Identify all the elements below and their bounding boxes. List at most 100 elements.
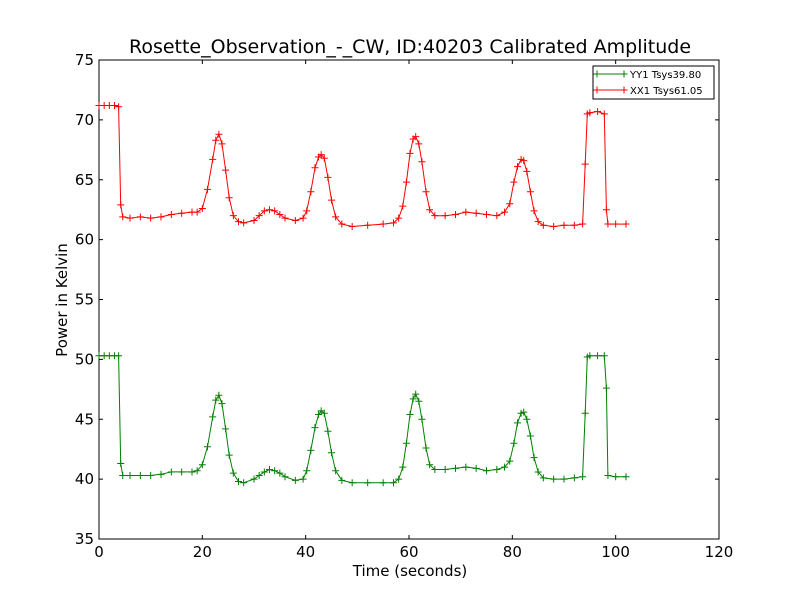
data-point-marker	[126, 214, 134, 222]
chart-title: Rosette_Observation_-_CW, ID:40203 Calib…	[129, 36, 691, 58]
data-point-marker	[324, 427, 332, 435]
data-point-marker	[602, 384, 610, 392]
y-tick-label: 70	[75, 111, 94, 129]
data-point-marker	[209, 413, 217, 421]
x-axis-ticks: 0 20 40 60 80 100 120	[94, 60, 733, 561]
data-point-marker	[209, 155, 217, 163]
data-point-marker	[315, 410, 323, 418]
data-point-marker	[218, 140, 226, 148]
data-point-marker	[222, 166, 230, 174]
data-point-marker	[493, 466, 501, 474]
data-point-marker	[526, 432, 534, 440]
data-point-marker	[332, 467, 340, 475]
data-point-marker	[338, 476, 346, 484]
data-point-marker	[167, 468, 175, 476]
x-axis-label: Time (seconds)	[352, 562, 468, 580]
data-point-marker	[204, 185, 211, 193]
data-point-marker	[579, 473, 587, 481]
data-point-marker	[119, 213, 127, 221]
data-point-marker	[550, 475, 558, 483]
data-point-marker	[271, 467, 279, 475]
data-point-marker	[260, 207, 268, 215]
x-tick-label: 100	[601, 543, 630, 561]
data-point-marker	[612, 220, 620, 228]
data-point-marker	[493, 212, 501, 220]
data-point-marker	[523, 167, 531, 175]
plot-area: 0 20 40 60 80 100 120 35 40 45 50 55 60 65 70 75	[75, 51, 733, 561]
data-point-marker	[395, 214, 403, 222]
data-point-marker	[622, 473, 630, 481]
data-point-marker	[399, 202, 407, 210]
data-point-marker	[328, 449, 335, 457]
data-point-marker	[276, 469, 284, 477]
data-point-marker	[483, 467, 490, 475]
data-point-marker	[390, 479, 397, 487]
x-tick-label: 20	[193, 543, 212, 561]
data-point-marker	[260, 468, 268, 476]
data-point-marker	[600, 110, 608, 118]
y-tick-label: 45	[75, 410, 94, 428]
data-point-marker	[338, 220, 346, 228]
data-point-marker	[579, 220, 587, 228]
data-point-marker	[390, 219, 397, 227]
data-point-marker	[222, 425, 230, 433]
data-point-marker	[510, 178, 518, 186]
data-point-marker	[534, 468, 542, 476]
data-point-marker	[452, 210, 459, 218]
data-point-marker	[530, 207, 538, 215]
data-point-marker	[472, 464, 480, 472]
data-point-marker	[379, 220, 387, 228]
data-point-marker	[348, 222, 356, 230]
data-point-marker	[157, 470, 165, 478]
data-point-marker	[225, 451, 233, 459]
series-1	[95, 352, 630, 487]
series-line	[99, 105, 626, 228]
data-point-marker	[422, 188, 430, 196]
data-point-marker	[412, 390, 420, 398]
data-point-marker	[462, 463, 470, 471]
data-point-marker	[307, 446, 315, 454]
data-point-marker	[483, 210, 490, 218]
data-point-marker	[604, 472, 612, 480]
data-point-marker	[215, 391, 223, 399]
data-point-marker	[255, 472, 263, 480]
data-point-marker	[395, 475, 403, 483]
x-tick-label: 120	[705, 543, 734, 561]
data-point-marker	[250, 216, 258, 224]
data-point-marker	[422, 444, 430, 452]
data-point-marker	[594, 107, 602, 115]
data-point-marker	[299, 214, 307, 222]
data-point-marker	[266, 466, 273, 474]
data-point-marker	[418, 415, 426, 423]
data-point-marker	[240, 219, 248, 227]
data-point-marker	[604, 220, 612, 228]
data-point-marker	[415, 140, 423, 148]
data-point-marker	[281, 214, 289, 222]
data-point-marker	[364, 479, 372, 487]
plot-frame	[98, 59, 720, 540]
data-point-marker	[167, 210, 175, 218]
x-tick-label: 0	[94, 543, 104, 561]
data-point-marker	[412, 133, 420, 141]
legend-marker	[593, 86, 628, 94]
data-point-marker	[426, 461, 434, 469]
data-point-marker	[311, 424, 319, 432]
data-point-marker	[235, 478, 242, 486]
data-point-marker	[415, 397, 423, 405]
data-point-marker	[501, 208, 509, 216]
series-line	[99, 355, 626, 484]
data-point-marker	[409, 395, 417, 403]
data-point-marker	[602, 206, 610, 214]
legend-label: XX1 Tsys61.05	[630, 86, 703, 97]
y-tick-label: 40	[75, 470, 94, 488]
legend-marker	[593, 70, 628, 78]
data-point-marker	[266, 206, 273, 214]
data-point-marker	[250, 475, 258, 483]
y-axis-label: Power in Kelvin	[53, 243, 71, 357]
data-point-marker	[198, 204, 206, 212]
data-point-marker	[212, 136, 220, 144]
data-point-marker	[379, 479, 387, 487]
data-point-marker	[291, 476, 299, 484]
data-point-marker	[600, 352, 608, 360]
data-point-marker	[539, 221, 547, 229]
